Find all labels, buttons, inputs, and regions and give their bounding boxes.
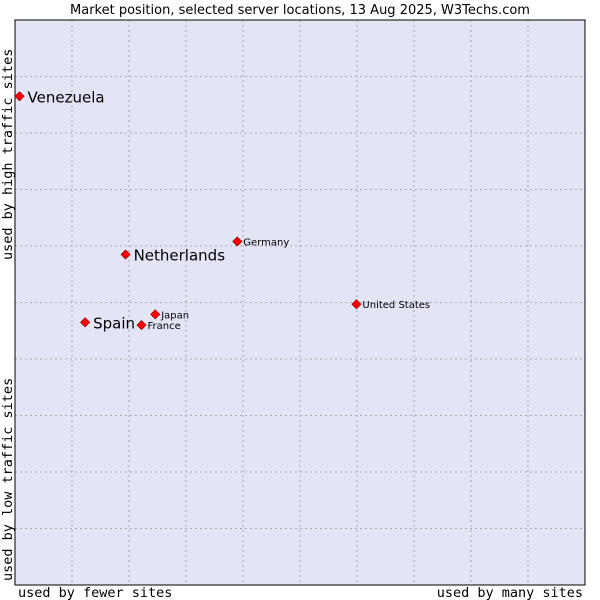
chart-title: Market position, selected server locatio…	[70, 3, 530, 18]
point-united-states	[351, 299, 362, 310]
x-axis-label-left: used by fewer sites	[18, 585, 172, 600]
point-label-japan: Japan	[160, 310, 189, 321]
y-axis-label-bottom: used by low traffic sites	[0, 378, 16, 581]
x-axis-label-right: used by many sites	[437, 585, 583, 600]
data-points: Venezuela Netherlands Spain Germany JapanFra…	[14, 88, 430, 332]
point-germany	[232, 236, 243, 247]
point-france	[136, 320, 147, 331]
grid-lines	[15, 20, 585, 585]
point-japan	[150, 309, 161, 320]
point-label-france: France	[148, 321, 181, 332]
point-label-germany: Germany	[243, 237, 289, 248]
point-label-venezuela: Venezuela	[28, 88, 105, 106]
point-label-netherlands: Netherlands	[134, 246, 226, 264]
point-spain	[80, 317, 91, 328]
point-venezuela	[14, 91, 25, 102]
plot-frame	[14, 19, 586, 586]
y-axis-label-top: used by high traffic sites	[0, 49, 16, 260]
point-label-united-states: United States	[362, 300, 430, 311]
point-netherlands	[120, 249, 131, 260]
point-label-spain: Spain	[93, 314, 135, 332]
